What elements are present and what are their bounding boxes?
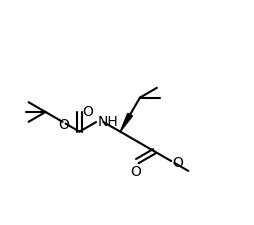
Polygon shape xyxy=(120,114,132,132)
Text: O: O xyxy=(172,156,183,170)
Text: O: O xyxy=(58,117,69,131)
Text: NH: NH xyxy=(97,115,118,128)
Text: O: O xyxy=(130,164,141,178)
Text: O: O xyxy=(83,104,93,118)
